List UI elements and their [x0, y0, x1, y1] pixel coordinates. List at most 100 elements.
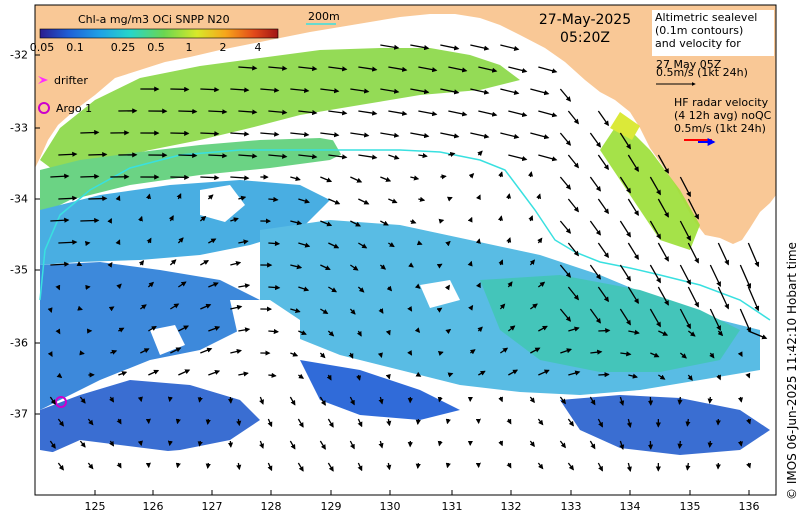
date-text: 27-May-2025 — [538, 12, 632, 28]
velocity-arrow — [175, 462, 181, 469]
velocity-arrow — [590, 349, 603, 355]
velocity-arrow — [79, 440, 86, 448]
velocity-arrow — [388, 66, 408, 72]
velocity-arrow — [87, 418, 94, 426]
velocity-arrow — [687, 374, 693, 381]
altimetry-date: 27 May 05Z — [656, 58, 722, 71]
velocity-arrow — [298, 153, 318, 160]
velocity-arrow — [267, 462, 273, 472]
velocity-arrow — [388, 110, 408, 116]
velocity-arrow — [537, 462, 544, 470]
velocity-arrow — [589, 264, 601, 280]
velocity-arrow — [598, 328, 611, 334]
velocity-arrow — [358, 110, 378, 116]
velocity-arrow — [168, 215, 174, 222]
velocity-arrow — [207, 194, 214, 200]
velocity-arrow — [589, 440, 596, 450]
velocity-arrow — [197, 396, 203, 403]
velocity-arrow — [687, 286, 699, 308]
velocity-arrow — [357, 462, 363, 472]
velocity-arrow — [230, 261, 242, 267]
altimetry-legend: Altimetric sealevel (0.1m contours) and … — [652, 10, 774, 56]
velocity-arrow — [350, 88, 370, 94]
velocity-arrow — [440, 44, 460, 51]
velocity-arrow — [385, 373, 391, 380]
velocity-arrow — [268, 65, 288, 71]
velocity-arrow — [357, 286, 365, 293]
velocity-arrow — [115, 195, 121, 202]
velocity-arrow — [475, 238, 481, 244]
velocity-arrow — [175, 418, 181, 425]
velocity-arrow — [289, 396, 296, 406]
velocity-arrow — [438, 218, 445, 224]
argo-legend-label: Argo 1 — [56, 102, 93, 115]
velocity-arrow — [116, 462, 122, 469]
velocity-arrow — [380, 132, 400, 138]
velocity-arrow — [297, 462, 304, 472]
velocity-arrow — [529, 259, 536, 266]
velocity-arrow — [597, 286, 609, 303]
velocity-arrow — [649, 308, 661, 328]
velocity-arrow — [380, 88, 400, 94]
x-tick-label: 129 — [320, 500, 342, 513]
velocity-arrow — [88, 151, 108, 158]
velocity-arrow — [167, 440, 173, 447]
y-tick-label: -32 — [10, 48, 28, 62]
velocity-arrow — [437, 440, 443, 447]
velocity-arrow — [328, 154, 348, 160]
velocity-arrow — [200, 175, 220, 181]
velocity-arrow — [567, 242, 580, 257]
hf-radar-subtitle: (4 12h avg) noQC — [674, 109, 772, 122]
x-tick-label: 135 — [679, 500, 701, 513]
velocity-arrow — [679, 308, 691, 330]
colorbar-title: Chl-a mg/m3 OCi SNPP N20 — [78, 13, 230, 26]
velocity-arrow — [386, 462, 392, 471]
velocity-arrow — [620, 351, 632, 357]
velocity-arrow — [559, 220, 572, 234]
velocity-arrow — [170, 303, 180, 310]
velocity-arrow — [298, 242, 311, 248]
velocity-arrow — [56, 372, 63, 379]
velocity-arrow — [238, 195, 247, 201]
velocity-arrow — [88, 195, 108, 202]
colorbar — [39, 28, 279, 39]
velocity-arrow — [57, 462, 64, 471]
velocity-arrow — [236, 418, 242, 427]
velocity-arrow — [506, 462, 512, 469]
x-tick-label: 125 — [84, 500, 106, 513]
velocity-arrow — [507, 325, 516, 332]
velocity-arrow — [238, 65, 258, 71]
velocity-arrow — [498, 396, 503, 403]
velocity-arrow — [178, 325, 189, 332]
velocity-arrow — [410, 88, 430, 95]
velocity-arrow — [416, 240, 423, 246]
velocity-arrow — [418, 153, 428, 159]
x-tick-label: 132 — [500, 500, 522, 513]
x-tick-label: 128 — [260, 500, 282, 513]
velocity-arrow — [477, 326, 483, 333]
velocity-arrow — [58, 151, 78, 157]
velocity-arrow — [146, 237, 152, 244]
velocity-arrow — [537, 418, 544, 426]
velocity-arrow — [687, 198, 699, 220]
velocity-arrow — [530, 347, 541, 354]
velocity-arrow — [230, 348, 242, 354]
velocity-arrow — [167, 396, 173, 403]
velocity-arrow — [50, 261, 70, 267]
velocity-arrow — [627, 286, 639, 304]
velocity-arrow — [328, 110, 348, 116]
velocity-arrow — [76, 261, 83, 267]
velocity-arrow — [568, 326, 580, 332]
velocity-arrow — [597, 110, 609, 127]
velocity-arrow — [746, 462, 752, 469]
velocity-arrow — [328, 198, 341, 205]
velocity-arrow — [328, 242, 340, 249]
velocity-arrow — [327, 418, 334, 428]
velocity-arrow — [349, 440, 355, 450]
velocity-arrow — [709, 352, 715, 359]
velocity-arrow — [268, 240, 281, 247]
velocity-arrow — [619, 396, 625, 406]
velocity-arrow — [717, 286, 729, 310]
velocity-arrow — [205, 462, 211, 469]
velocity-arrow — [589, 176, 601, 192]
